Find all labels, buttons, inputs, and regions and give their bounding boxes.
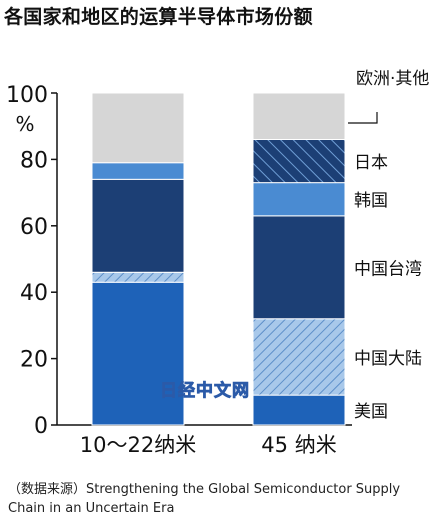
segment-label: 日本 [354,153,388,173]
y-tick-label: 40 [20,281,48,306]
source-note: （数据来源）Strengthening the Global Semicondu… [8,482,401,516]
x-category-label: 45 纳米 [261,433,336,457]
bar-segment [91,92,185,164]
segment-label: 中国台湾 [354,259,422,279]
bar-segment [252,182,346,217]
bar-segment [252,394,346,426]
bar-segment [252,138,346,184]
bar-segment [252,318,346,396]
bar-segment [91,281,185,426]
leader-line [348,112,378,124]
chart-title: 各国家和地区的运算半导体市场份额 [4,6,313,28]
bar-segment [252,215,346,320]
y-tick-label: 0 [34,414,48,439]
watermark-text: 日经中文网 [160,380,250,401]
bar-segment [91,178,185,273]
x-category-label: 10～22纳米 [80,433,196,457]
bars: 10～22纳米 45 纳米 [80,92,346,457]
segment-label: 欧洲·其他 [356,69,429,89]
bar-segment [91,162,185,180]
y-tick-label: 60 [20,215,48,240]
bar-segment [91,271,185,283]
segment-label: 美国 [354,402,388,422]
y-tick-label: 100 [6,83,48,108]
segment-label: 中国大陆 [354,349,422,369]
segment-labels: 美国 中国大陆 中国台湾 韩国 日本 欧洲·其他 [348,69,429,422]
bar-segment [252,92,346,140]
y-tick-label: 80 [20,148,48,173]
y-tick-label: 20 [20,348,48,373]
segment-label: 韩国 [354,191,388,211]
y-axis: 0 20 40 60 80 100% [6,83,352,439]
y-unit-label: % [15,112,34,136]
